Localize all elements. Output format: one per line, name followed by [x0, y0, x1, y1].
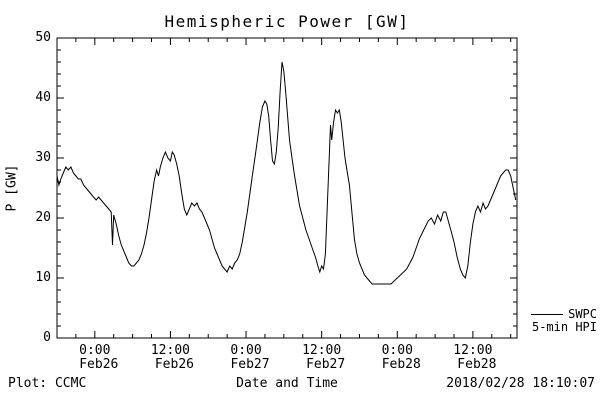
y-tick-label: 30: [35, 150, 51, 165]
x-axis-title: Date and Time: [236, 376, 338, 391]
chart-title: Hemispheric Power [GW]: [164, 12, 410, 31]
x-tick-time-label: 12:00: [150, 343, 190, 358]
power-series-line: [56, 61, 517, 285]
x-tick-date-label: Feb28: [381, 357, 421, 372]
x-tick-time-label: 0:00: [79, 343, 111, 358]
y-tick-label: 50: [35, 30, 51, 45]
x-tick-date-label: Feb27: [230, 357, 270, 372]
y-tick-label: 0: [43, 330, 51, 345]
timestamp: 2018/02/28 18:10:07: [446, 376, 595, 391]
x-tick-time-label: 12:00: [302, 343, 342, 358]
plot-credit: Plot: CCMC: [8, 376, 87, 391]
y-tick-label: 20: [35, 210, 51, 225]
x-tick-date-label: Feb28: [457, 357, 497, 372]
x-tick-time-label: 0:00: [381, 343, 413, 358]
plot-frame: [56, 37, 518, 339]
legend-row-source: SWPC: [531, 308, 597, 321]
x-tick-date-label: Feb26: [79, 357, 119, 372]
y-tick-label: 40: [35, 90, 51, 105]
x-tick-date-label: Feb26: [154, 357, 194, 372]
legend: SWPC 5-min HPI: [531, 308, 597, 334]
x-tick-time-label: 12:00: [453, 343, 493, 358]
x-tick-time-label: 0:00: [230, 343, 262, 358]
y-tick-label: 10: [35, 270, 51, 285]
legend-series-label: 5-min HPI: [531, 320, 597, 334]
x-tick-date-label: Feb27: [306, 357, 346, 372]
legend-key-line: [531, 314, 564, 315]
legend-source-label: SWPC: [568, 307, 597, 321]
